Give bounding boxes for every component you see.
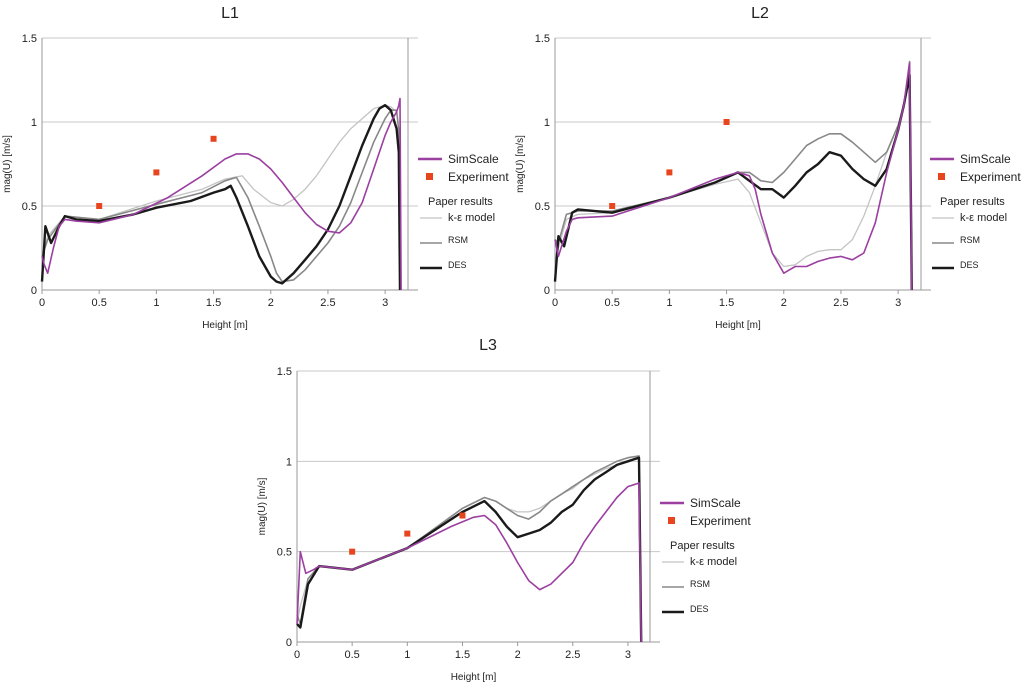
legend-paper-header: Paper results (428, 196, 493, 208)
x-tick-label: 0 (294, 649, 300, 661)
x-tick-label: 1.5 (455, 649, 470, 661)
y-tick-label: 0 (544, 285, 550, 297)
legend: SimScale Experiment Paper results k-ε model… (930, 152, 1021, 270)
y-tick-label: 1 (31, 117, 37, 129)
series-line-des (296, 456, 643, 643)
x-tick-label: 3 (382, 297, 388, 309)
legend-label-simscale: SimScale (690, 496, 741, 510)
y-axis-label: mag(U) [m/s] (515, 135, 526, 193)
legend-label-experiment: Experiment (448, 170, 509, 184)
chart-1: L1 0 0.5 1 1.5 0 0.5 1 1.5 2 2.5 3 Height [m] mag(U) … (2, 5, 509, 331)
x-tick-label: 2 (268, 297, 274, 309)
legend-label-experiment: Experiment (960, 170, 1021, 184)
legend-label-ke: k-ε model (448, 212, 495, 224)
y-tick-label: 0 (286, 637, 292, 649)
legend-label-rsm: RSM (960, 235, 980, 245)
series-line-k-model (41, 104, 401, 291)
legend-swatch-experiment (668, 517, 675, 524)
legend-label-simscale: SimScale (448, 152, 499, 166)
y-tick-label: 0.5 (22, 201, 37, 213)
chart-title: L3 (479, 337, 497, 354)
experiment-point (96, 203, 103, 209)
y-axis-label: mag(U) [m/s] (2, 135, 13, 193)
y-axis-label: mag(U) [m/s] (257, 477, 268, 535)
legend-label-ke: k-ε model (690, 556, 737, 568)
legend-paper-header: Paper results (940, 196, 1005, 208)
series-line-des (40, 103, 402, 291)
x-tick-label: 0 (552, 297, 558, 309)
x-tick-label: 1 (404, 649, 410, 661)
legend-label-simscale: SimScale (960, 152, 1011, 166)
y-tick-label: 0.5 (535, 201, 550, 213)
x-tick-label: 1 (666, 297, 672, 309)
experiment-point (404, 530, 411, 537)
series-line-des (553, 73, 913, 291)
y-tick-label: 1 (286, 456, 292, 468)
x-tick-label: 0.5 (345, 649, 360, 661)
experiment-point (723, 119, 730, 125)
legend: SimScale Experiment Paper results k-ε model… (418, 152, 509, 270)
x-tick-label: 0.5 (92, 297, 107, 309)
experiment-point (153, 169, 160, 176)
legend-swatch-experiment (938, 173, 945, 180)
chart-2: L2 0 0.5 1 1.5 0 0.5 1 1.5 2 2.5 3 Height [m] mag(U) … (515, 5, 1021, 331)
x-tick-label: 1.5 (206, 297, 221, 309)
legend: SimScale Experiment Paper results k-ε model… (660, 496, 751, 614)
y-tick-label: 1 (544, 117, 550, 129)
legend-label-rsm: RSM (690, 579, 710, 589)
experiment-point (210, 135, 217, 142)
chart-title: L2 (751, 5, 769, 22)
series-line-simscale (554, 62, 913, 291)
series-line-k-model (554, 74, 913, 291)
y-tick-label: 1.5 (277, 366, 292, 378)
x-tick-label: 2 (781, 297, 787, 309)
y-tick-label: 1.5 (535, 33, 550, 45)
series-line-simscale (296, 482, 642, 643)
series-line-rsm (41, 109, 401, 291)
y-tick-label: 1.5 (22, 33, 37, 45)
legend-swatch-experiment (426, 173, 433, 180)
experiment-point (609, 203, 616, 209)
chart-3: L3 0 0.5 1 1.5 0 0.5 1 1.5 2 2.5 3 Height [m] mag(U) … (257, 337, 751, 683)
x-tick-label: 2.5 (565, 649, 580, 661)
x-tick-label: 3 (895, 297, 901, 309)
x-tick-label: 1 (153, 297, 159, 309)
series-line-simscale (41, 97, 402, 291)
legend-label-des: DES (690, 604, 709, 614)
series-line-rsm (554, 60, 913, 291)
chart-title: L1 (221, 5, 239, 22)
x-tick-label: 2.5 (320, 297, 335, 309)
x-tick-label: 0 (39, 297, 45, 309)
x-axis-label: Height [m] (451, 672, 497, 683)
experiment-point (459, 512, 466, 519)
x-axis-label: Height [m] (715, 320, 761, 331)
x-tick-label: 3 (625, 649, 631, 661)
legend-label-des: DES (448, 260, 467, 270)
legend-label-des: DES (960, 260, 979, 270)
x-tick-label: 0.5 (605, 297, 620, 309)
legend-label-experiment: Experiment (690, 514, 751, 528)
experiment-point (349, 548, 356, 555)
y-tick-label: 0 (31, 285, 37, 297)
x-tick-label: 2 (515, 649, 521, 661)
legend-label-ke: k-ε model (960, 212, 1007, 224)
x-axis-label: Height [m] (202, 320, 248, 331)
legend-paper-header: Paper results (670, 540, 735, 552)
legend-label-rsm: RSM (448, 235, 468, 245)
x-tick-label: 2.5 (833, 297, 848, 309)
x-tick-label: 1.5 (719, 297, 734, 309)
experiment-point (666, 169, 673, 176)
y-tick-label: 0.5 (277, 547, 292, 559)
